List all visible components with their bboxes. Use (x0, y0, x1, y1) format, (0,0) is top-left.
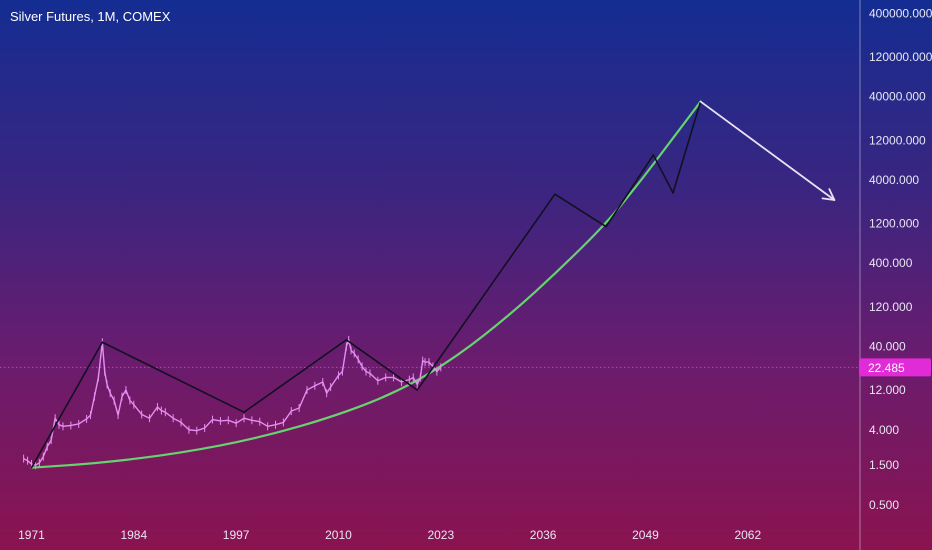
price-series-line (23, 339, 442, 466)
y-tick-label: 400.000 (869, 256, 913, 270)
pattern-line-segment (554, 193, 607, 228)
current-price-badge (859, 358, 931, 377)
pattern-line-segment (652, 154, 674, 194)
pattern-line-segment (30, 341, 104, 469)
y-axis[interactable]: 400000.000 120000.000 40000.000 12000.000 40… (869, 6, 932, 511)
x-axis[interactable]: 1971 1984 1997 2010 2023 2036 2049 2062 (18, 528, 761, 542)
current-price-badge-layer: 22.485 (859, 358, 931, 377)
y-tick-label: 1200.000 (869, 217, 919, 231)
chart-title: Silver Futures, 1M, COMEX (10, 9, 171, 24)
y-tick-label: 120.000 (869, 300, 913, 314)
pattern-line-segment (416, 193, 556, 391)
x-tick-label: 2010 (325, 528, 352, 542)
current-price-label: 22.485 (868, 361, 905, 375)
y-tick-label: 12.000 (869, 383, 906, 397)
x-tick-label: 1997 (223, 528, 250, 542)
x-tick-label: 1971 (18, 528, 45, 542)
projection-arrow-layer (699, 100, 836, 201)
x-tick-label: 2036 (530, 528, 557, 542)
y-tick-label: 40000.000 (869, 90, 926, 104)
x-tick-label: 2062 (734, 528, 761, 542)
trend-curve (30, 100, 702, 469)
projection-arrow-shaft (699, 100, 836, 201)
y-tick-label: 120000.000 (869, 50, 932, 64)
pattern-line-segment (672, 100, 702, 194)
y-tick-label: 12000.000 (869, 133, 926, 147)
pattern-line-segment (605, 154, 655, 228)
pattern-line-segment (243, 339, 348, 413)
y-tick-label: 40.000 (869, 339, 906, 353)
pattern-line-segment (101, 341, 245, 413)
y-axis-divider (859, 0, 861, 550)
x-tick-label: 2023 (427, 528, 454, 542)
pattern-line-segment (345, 339, 418, 391)
series-layer (23, 100, 702, 470)
y-tick-label: 0.500 (869, 498, 899, 512)
projection-arrow-head (821, 188, 836, 201)
y-tick-label: 4.000 (869, 423, 899, 437)
y-tick-label: 400000.000 (869, 6, 932, 20)
x-tick-label: 1984 (120, 528, 147, 542)
pattern-lines-layer (30, 100, 702, 469)
y-tick-label: 4000.000 (869, 173, 919, 187)
y-tick-label: 1.500 (869, 458, 899, 472)
x-tick-label: 2049 (632, 528, 659, 542)
